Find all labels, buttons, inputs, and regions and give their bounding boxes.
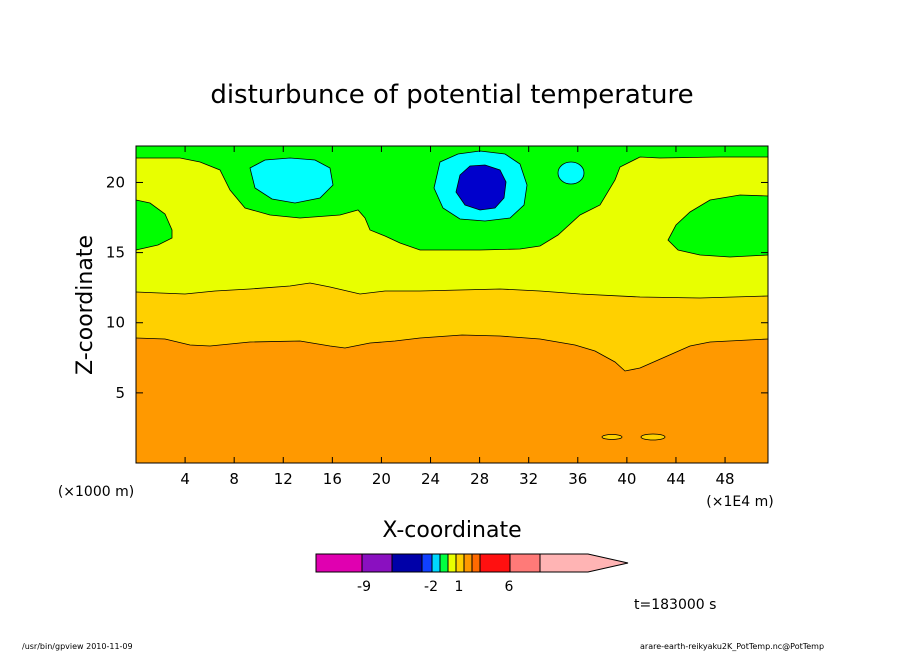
x-tick-label: 24: [421, 470, 440, 488]
colorbar-swatch-extend: [539, 553, 629, 573]
x-unit-right: (×1E4 m): [706, 494, 773, 510]
colorbar-swatch: [421, 553, 433, 573]
x-axis-label: X-coordinate: [382, 518, 521, 543]
colorbar-swatch: [391, 553, 423, 573]
region-gold-spot-a: [602, 434, 622, 440]
y-axis-label: Z-coordinate: [73, 235, 98, 375]
x-tick-label: 4: [180, 470, 190, 488]
footer-right: arare-earth-reikyaku2K_PotTemp.nc@PotTem…: [640, 642, 825, 651]
colorbar-label: -2: [424, 579, 438, 595]
x-tick-label: 28: [470, 470, 489, 488]
x-tick-label: 20: [372, 470, 391, 488]
y-axis: 5 10 15 20: [106, 173, 768, 402]
colorbar-swatch: [447, 553, 457, 573]
colorbar-swatch: [439, 553, 449, 573]
region-green-left: [136, 200, 172, 250]
y-tick-label: 10: [106, 314, 125, 332]
footer-left: /usr/bin/gpview 2010-11-09: [22, 642, 133, 651]
x-axis: 4 8 12 16 20 24 28 32 36 40 44 48: [180, 146, 735, 488]
region-cyan-left: [250, 158, 333, 203]
colorbar-swatch: [361, 553, 393, 573]
x-tick-label: 8: [229, 470, 239, 488]
x-tick-label: 40: [617, 470, 636, 488]
region-gold-spot-b: [641, 434, 665, 440]
x-tick-label: 16: [323, 470, 342, 488]
colorbar-swatch: [509, 553, 541, 573]
x-tick-label: 48: [716, 470, 735, 488]
colorbar-swatch: [431, 553, 441, 573]
y-tick-label: 20: [106, 173, 125, 191]
plot-frame: [135, 145, 769, 464]
colorbar-label: 6: [505, 579, 514, 595]
plot-area: [135, 145, 769, 464]
region-cyan-small: [558, 162, 584, 184]
colorbar-swatch: [455, 553, 465, 573]
x-tick-label: 44: [666, 470, 685, 488]
colorbar-label: 1: [455, 579, 464, 595]
y-tick-label: 5: [115, 384, 125, 402]
x-tick-label: 36: [568, 470, 587, 488]
colorbar-swatch: [315, 553, 363, 573]
region-blue-core: [456, 165, 506, 210]
colorbar-label: -9: [357, 579, 371, 595]
x-tick-label: 12: [274, 470, 293, 488]
colorbar: -9 -2 1 6: [315, 553, 629, 595]
time-label: t=183000 s: [634, 597, 716, 613]
y-tick-label: 15: [106, 244, 125, 262]
contour-lines: [135, 150, 769, 441]
colorbar-swatch: [471, 553, 481, 573]
chart-title: disturbunce of potential temperature: [210, 80, 693, 110]
x-unit-left: (×1000 m): [58, 484, 134, 500]
x-tick-label: 32: [519, 470, 538, 488]
colorbar-swatch: [463, 553, 473, 573]
colorbar-swatch: [479, 553, 511, 573]
